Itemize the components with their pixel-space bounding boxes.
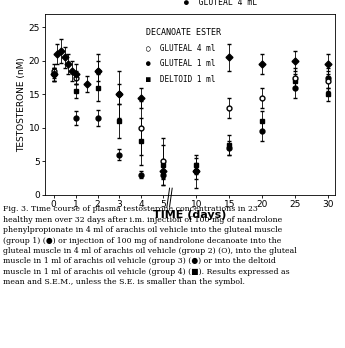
Text: ●  GLUTEAL 4 mL: ● GLUTEAL 4 mL bbox=[184, 0, 257, 7]
Text: Fig. 3. Time course of plasma testosterone concentrations in 23
healthy men over: Fig. 3. Time course of plasma testostero… bbox=[3, 205, 297, 286]
Text: DECANOATE ESTER: DECANOATE ESTER bbox=[146, 29, 221, 37]
Text: ○  GLUTEAL 4 ml: ○ GLUTEAL 4 ml bbox=[146, 43, 216, 52]
Y-axis label: TESTOSTERONE (nM): TESTOSTERONE (nM) bbox=[17, 57, 26, 152]
Text: ■  DELTOID 1 ml: ■ DELTOID 1 ml bbox=[146, 76, 216, 85]
X-axis label: TIME (days): TIME (days) bbox=[153, 210, 226, 220]
Text: ●  GLUTEAL 1 ml: ● GLUTEAL 1 ml bbox=[146, 59, 216, 68]
